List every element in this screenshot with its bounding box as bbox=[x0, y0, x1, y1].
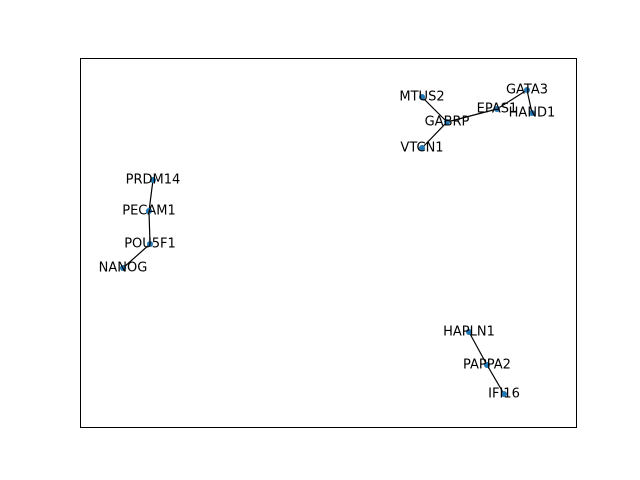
edge-pecam1-pou5f1 bbox=[148, 210, 151, 245]
node-label-pappa2: PAPPA2 bbox=[463, 358, 511, 373]
edge-pou5f1-nanog bbox=[122, 243, 151, 269]
edge-gata3-epas1 bbox=[496, 89, 528, 110]
node-label-gabrp: GABRP bbox=[425, 115, 470, 130]
edge-hapln1-pappa2 bbox=[468, 331, 488, 366]
node-label-gata3: GATA3 bbox=[506, 83, 548, 98]
node-pappa2 bbox=[484, 362, 490, 368]
node-hapln1 bbox=[466, 329, 472, 335]
node-nanog bbox=[120, 265, 126, 271]
plot-frame bbox=[80, 58, 577, 428]
edge-mtus2-gabrp bbox=[421, 96, 448, 123]
node-epas1 bbox=[494, 106, 500, 112]
edge-epas1-gabrp bbox=[446, 108, 498, 123]
edge-layer bbox=[122, 89, 533, 395]
edge-gata3-hand1 bbox=[526, 89, 533, 114]
node-label-epas1: EPAS1 bbox=[477, 102, 518, 117]
node-hand1 bbox=[529, 110, 535, 116]
node-label-vtcn1: VTCN1 bbox=[400, 141, 443, 156]
node-pecam1 bbox=[146, 208, 152, 214]
node-vtcn1 bbox=[419, 145, 425, 151]
node-prdm14 bbox=[150, 177, 156, 183]
node-ifi16 bbox=[501, 391, 507, 397]
node-label-hand1: HAND1 bbox=[509, 106, 556, 121]
node-label-hapln1: HAPLN1 bbox=[443, 325, 495, 340]
node-label-ifi16: IFI16 bbox=[488, 387, 520, 402]
node-gabrp bbox=[444, 119, 450, 125]
node-label-mtus2: MTUS2 bbox=[399, 90, 444, 105]
node-label-prdm14: PRDM14 bbox=[126, 173, 181, 188]
node-layer bbox=[120, 87, 535, 397]
node-label-nanog: NANOG bbox=[99, 261, 148, 276]
node-label-pou5f1: POU5F1 bbox=[124, 237, 176, 252]
node-gata3 bbox=[524, 87, 530, 93]
node-label-pecam1: PECAM1 bbox=[122, 204, 176, 219]
edge-pappa2-ifi16 bbox=[486, 364, 505, 395]
edge-prdm14-pecam1 bbox=[148, 179, 154, 212]
node-mtus2 bbox=[419, 94, 425, 100]
node-pou5f1 bbox=[147, 241, 153, 247]
edge-gabrp-vtcn1 bbox=[421, 121, 448, 149]
